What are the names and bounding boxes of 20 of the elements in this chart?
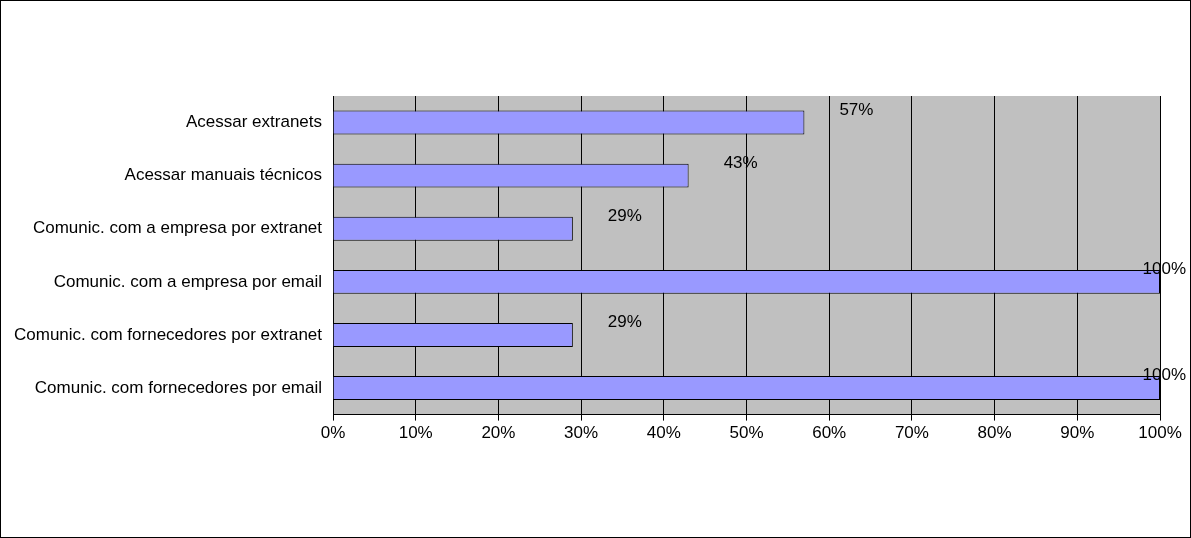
- data-label: 57%: [839, 99, 874, 119]
- x-tick-label: 0%: [320, 423, 346, 443]
- x-tick-label: 90%: [1060, 423, 1095, 443]
- data-label: 29%: [607, 205, 642, 225]
- x-tick-label: 10%: [398, 423, 433, 443]
- y-tick-label: Comunic. com a empresa por extranet: [32, 218, 323, 238]
- y-tick-label: Acessar manuais técnicos: [124, 165, 323, 185]
- y-tick-label: Comunic. com fornecedores por email: [34, 377, 323, 397]
- x-tick-label: 70%: [894, 423, 929, 443]
- y-tick-label: Acessar extranets: [185, 112, 323, 132]
- x-tick-label: 40%: [646, 423, 681, 443]
- x-tick-label: 20%: [481, 423, 516, 443]
- x-tick-label: 80%: [977, 423, 1012, 443]
- data-label: 29%: [607, 312, 642, 332]
- x-tick-label: 30%: [564, 423, 599, 443]
- x-tick-label: 100%: [1138, 423, 1182, 443]
- y-tick-label: Comunic. com fornecedores por extranet: [13, 324, 323, 344]
- x-tick-label: 60%: [812, 423, 847, 443]
- y-tick-label: Comunic. com a empresa por email: [53, 271, 323, 291]
- x-tick-label: 50%: [729, 423, 764, 443]
